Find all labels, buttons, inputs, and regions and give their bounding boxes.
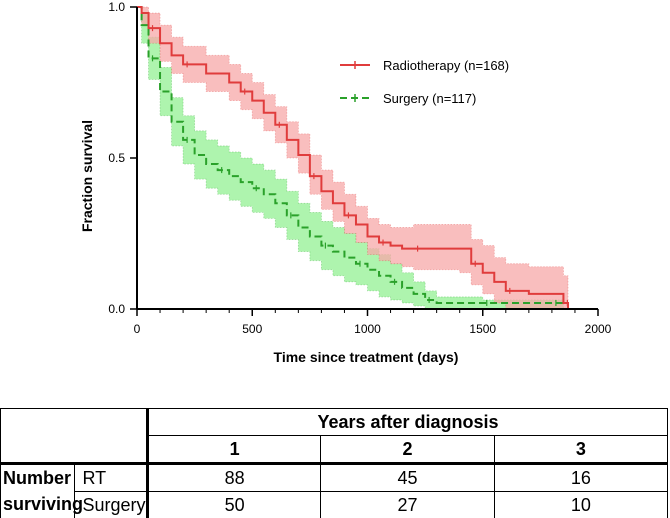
group-label: Surgery	[74, 492, 148, 518]
survival-table: Years after diagnosis 1 2 3 Number RT 88…	[0, 408, 668, 518]
table-cell: 16	[494, 464, 667, 492]
y-tick-label: 1.0	[108, 0, 125, 14]
survival-chart: 0 500 1000 1500 2000 0.0 0.5 1.0 Time since tr…	[0, 0, 670, 400]
table-cell: 27	[321, 492, 494, 518]
table-cell: 50	[148, 492, 321, 518]
table-cell: 88	[148, 464, 321, 492]
x-tick-label: 500	[242, 322, 262, 336]
x-tick-label: 1500	[469, 322, 496, 336]
y-axis: 0.0 0.5 1.0	[108, 0, 137, 316]
table-header-row: Years after diagnosis	[1, 409, 668, 436]
x-tick-label: 0	[134, 322, 141, 336]
legend: Radiotherapy (n=168) Surgery (n=117)	[340, 58, 509, 106]
year-header: 3	[494, 436, 667, 464]
legend-label: Surgery (n=117)	[383, 91, 476, 106]
row-label-line1: Number	[1, 464, 75, 492]
y-axis-label: Fraction survival	[79, 120, 95, 232]
table-row: Number RT 88 45 16	[1, 464, 668, 492]
table-cell: 45	[321, 464, 494, 492]
table-header-title: Years after diagnosis	[148, 409, 668, 436]
y-tick-label: 0.5	[108, 151, 125, 165]
x-tick-label: 2000	[585, 322, 612, 336]
row-label-line2: surviving	[1, 492, 75, 518]
x-tick-label: 1000	[354, 322, 381, 336]
table-row: surviving Surgery 50 27 10	[1, 492, 668, 518]
group-label: RT	[74, 464, 148, 492]
y-tick-label: 0.0	[108, 302, 125, 316]
table-cell: 10	[494, 492, 667, 518]
x-axis-label: Time since treatment (days)	[274, 349, 459, 365]
plot-area	[137, 7, 568, 309]
legend-label: Radiotherapy (n=168)	[383, 58, 509, 73]
year-header: 2	[321, 436, 494, 464]
year-header: 1	[148, 436, 321, 464]
x-axis: 0 500 1000 1500 2000	[134, 309, 612, 336]
table-corner	[1, 409, 148, 464]
